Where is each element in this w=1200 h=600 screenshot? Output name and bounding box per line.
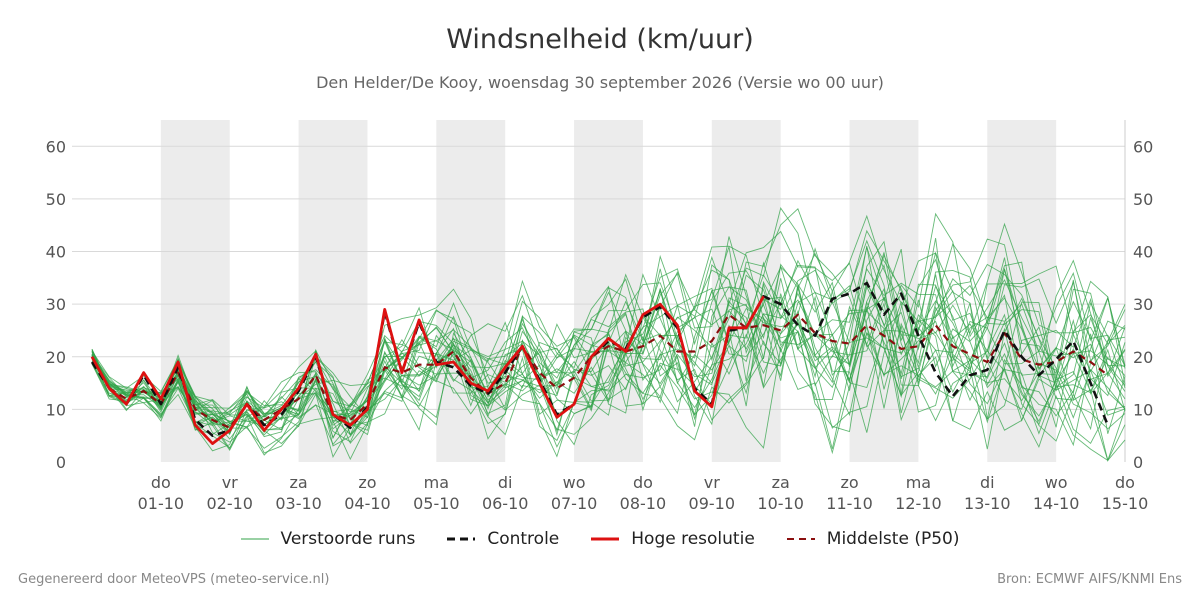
legend-swatch-median xyxy=(786,538,815,540)
x-tick-day: ma xyxy=(906,473,931,492)
y-tick-label-left: 10 xyxy=(46,400,66,419)
shaded-day-band xyxy=(987,120,1057,462)
legend-swatch-control xyxy=(447,537,476,541)
x-tick-date: 11-10 xyxy=(826,494,873,513)
median-line xyxy=(91,313,1109,429)
ensemble-run-line xyxy=(91,274,1126,461)
legend-item-median: Middelste (P50) xyxy=(786,529,960,549)
x-tick-date: 10-10 xyxy=(757,494,804,513)
ensemble-run-line xyxy=(91,229,1126,462)
y-tick-label-left: 20 xyxy=(46,348,66,367)
y-tick-label-left: 50 xyxy=(46,190,66,209)
x-tick-date: 14-10 xyxy=(1033,494,1080,513)
x-tick-day: za xyxy=(289,473,307,492)
x-tick-day: wo xyxy=(563,473,586,492)
x-tick-date: 02-10 xyxy=(206,494,253,513)
y-tick-label-right: 60 xyxy=(1133,137,1153,156)
y-tick-label-left: 30 xyxy=(46,295,66,314)
ensemble-run-line xyxy=(91,240,1126,446)
x-tick-date: 06-10 xyxy=(482,494,529,513)
y-tick-label-right: 40 xyxy=(1133,243,1153,262)
ensemble-run-line xyxy=(91,214,1126,461)
hires-line xyxy=(90,295,765,445)
legend-swatch-hires xyxy=(591,537,620,541)
x-tick-day: di xyxy=(498,473,513,492)
legend-item-control: Controle xyxy=(447,529,559,549)
ensemble-run-line xyxy=(91,245,1126,441)
legend-label-median: Middelste (P50) xyxy=(826,529,960,549)
x-tick-date: 13-10 xyxy=(964,494,1011,513)
legend-swatch-ensemble xyxy=(240,538,269,540)
footer-generated-by: Gegenereerd door MeteoVPS (meteo-service… xyxy=(18,572,330,587)
x-tick-day: zo xyxy=(358,473,376,492)
x-tick-day: za xyxy=(772,473,790,492)
x-tick-date: 15-10 xyxy=(1102,494,1149,513)
ensemble-run-line xyxy=(91,252,1126,455)
y-axis-left: 0 10 20 30 40 50 60 xyxy=(46,137,66,472)
x-tick-day: do xyxy=(633,473,653,492)
y-tick-label-right: 10 xyxy=(1133,400,1153,419)
legend-item-hires: Hoge resolutie xyxy=(591,529,755,549)
x-tick-day: do xyxy=(1115,473,1135,492)
y-tick-label-right: 20 xyxy=(1133,348,1153,367)
legend: Verstoorde runs Controle Hoge resolutie … xyxy=(0,529,1200,549)
y-tick-label-right: 0 xyxy=(1133,453,1143,472)
x-tick-day: ma xyxy=(424,473,449,492)
x-tick-date: 08-10 xyxy=(620,494,667,513)
chart-subtitle: Den Helder/De Kooy, woensdag 30 septembe… xyxy=(316,73,884,92)
x-tick-date: 01-10 xyxy=(138,494,185,513)
x-tick-date: 12-10 xyxy=(895,494,942,513)
x-tick-day: vr xyxy=(222,473,238,492)
x-tick-date: 03-10 xyxy=(275,494,322,513)
x-tick-day: di xyxy=(980,473,995,492)
y-tick-label-left: 40 xyxy=(46,243,66,262)
x-tick-day: wo xyxy=(1045,473,1068,492)
x-tick-date: 07-10 xyxy=(551,494,598,513)
footer-source: Bron: ECMWF AIFS/KNMI Ens xyxy=(997,572,1182,587)
legend-item-ensemble: Verstoorde runs xyxy=(240,529,416,549)
legend-label-ensemble: Verstoorde runs xyxy=(280,529,416,549)
x-tick-date: 04-10 xyxy=(344,494,391,513)
y-tick-label-left: 0 xyxy=(56,453,66,472)
x-tick-date: 09-10 xyxy=(689,494,736,513)
ensemble-run-line xyxy=(91,238,1126,436)
y-tick-label-right: 50 xyxy=(1133,190,1153,209)
legend-label-control: Controle xyxy=(487,529,560,549)
x-tick-day: vr xyxy=(704,473,720,492)
x-tick-date: 05-10 xyxy=(413,494,460,513)
control-line xyxy=(90,281,1110,437)
shaded-day-band xyxy=(436,120,506,462)
x-tick-day: zo xyxy=(840,473,858,492)
y-tick-label-left: 60 xyxy=(46,137,66,156)
ensemble-run-line xyxy=(91,264,1126,449)
chart-title: Windsnelheid (km/uur) xyxy=(446,24,754,55)
legend-label-hires: Hoge resolutie xyxy=(631,529,755,549)
x-axis: do 01-10 vr 02-10 za 03-10 zo 04-10 ma 05-10 di 06-… xyxy=(138,473,1149,513)
ensemble-run-line xyxy=(91,247,1126,438)
main-series xyxy=(90,281,1110,445)
y-tick-label-right: 30 xyxy=(1133,295,1153,314)
y-axis-right: 0 10 20 30 40 50 60 xyxy=(1133,137,1153,472)
x-tick-day: do xyxy=(151,473,171,492)
